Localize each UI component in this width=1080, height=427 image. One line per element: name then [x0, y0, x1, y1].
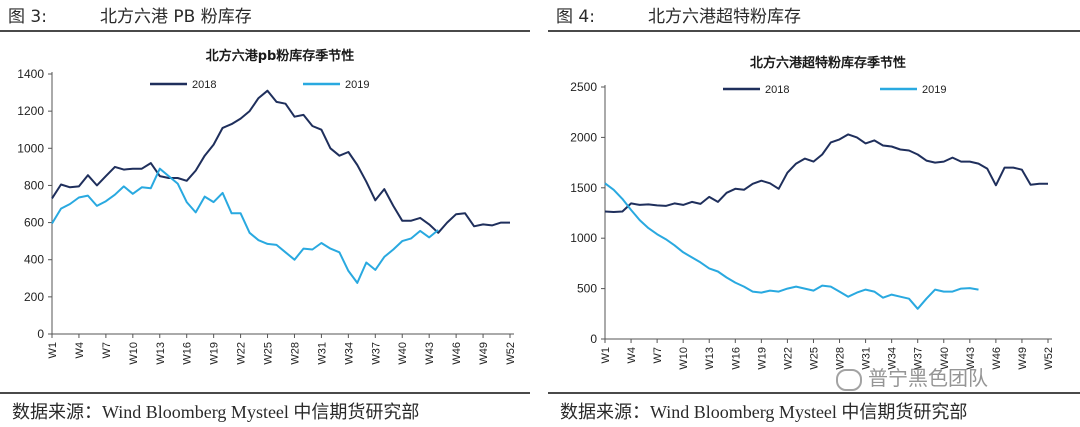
- x-tick-label: W10: [128, 342, 140, 365]
- series-line-2019: [51, 167, 439, 284]
- x-tick-label: W34: [887, 347, 899, 370]
- x-tick-label: W49: [1017, 347, 1029, 370]
- x-tick-label: W13: [155, 342, 167, 365]
- x-tick-label: W28: [289, 342, 301, 365]
- y-tick-label: 2000: [570, 130, 597, 144]
- legend-label-2018: 2018: [192, 79, 216, 91]
- watermark: 普宁黑色团队: [836, 362, 988, 391]
- figure-4-caption: 北方六港超特粉库存: [648, 7, 801, 27]
- figure-3-bottom-rule: [0, 392, 530, 394]
- x-tick-label: W40: [397, 342, 409, 365]
- y-tick-label: 1400: [17, 67, 44, 81]
- pb-inventory-chart: 北方六港pb粉库存季节性 0 200 400 600 800 1000 1200 1400 W1 W…: [17, 48, 517, 365]
- x-tick-label: W46: [991, 347, 1003, 370]
- figure-3-caption: 北方六港 PB 粉库存: [100, 7, 252, 27]
- chart-title: 北方六港超特粉库存季节性: [750, 55, 906, 71]
- wechat-icon: [836, 368, 862, 391]
- x-tick-label: W31: [861, 347, 873, 370]
- y-tick-label: 500: [577, 282, 597, 296]
- y-tick-label: 2500: [570, 80, 597, 94]
- legend-label-2019: 2019: [922, 84, 946, 96]
- x-tick-label: W28: [835, 347, 847, 370]
- figure-4-source: 数据来源：Wind Bloomberg Mysteel 中信期货研究部: [560, 402, 968, 422]
- x-tick-label: W46: [451, 342, 463, 365]
- x-tick-label: W40: [939, 347, 951, 370]
- x-tick-label: W4: [74, 342, 86, 359]
- figure-3-title: 图 3: 北方六港 PB 粉库存: [8, 2, 252, 27]
- x-tick-label: W43: [424, 342, 436, 365]
- x-tick-label: W22: [236, 342, 248, 365]
- x-tick-label: W49: [478, 342, 490, 365]
- watermark-text: 普宁黑色团队: [868, 366, 988, 390]
- y-tick-label: 1500: [570, 181, 597, 195]
- x-tick-label: W25: [263, 342, 275, 365]
- figure-4-title: 图 4: 北方六港超特粉库存: [556, 2, 801, 27]
- legend-label-2018: 2018: [765, 84, 789, 96]
- x-tick-label: W19: [209, 342, 221, 365]
- y-tick-label: 600: [24, 216, 44, 230]
- series-line-2018: [604, 133, 1048, 213]
- figure-3-panel: 图 3: 北方六港 PB 粉库存 北方六港pb粉库存季节性 0 200 400 600 80…: [0, 0, 530, 427]
- y-tick-label: 200: [24, 290, 44, 304]
- x-tick-label: W16: [182, 342, 194, 365]
- figure-3-source: 数据来源：Wind Bloomberg Mysteel 中信期货研究部: [12, 402, 420, 422]
- x-tick-label: W25: [808, 347, 820, 370]
- x-tick-label: W1: [47, 342, 59, 359]
- x-tick-label: W19: [756, 347, 768, 370]
- y-tick-label: 0: [590, 332, 597, 346]
- super-special-inventory-chart: 北方六港超特粉库存季节性 0 500 1000 1500 2000 2500 W1 W4 W7 W1…: [570, 55, 1055, 370]
- x-tick-label: W52: [505, 342, 517, 365]
- x-tick-label: W52: [1043, 347, 1055, 370]
- x-tick-label: W16: [730, 347, 742, 370]
- y-tick-label: 0: [37, 327, 44, 341]
- y-tick-label: 800: [24, 178, 44, 192]
- y-tick-label: 1000: [570, 231, 597, 245]
- x-tick-label: W37: [913, 347, 925, 370]
- figure-3-label: 图 3:: [8, 7, 47, 27]
- figure-4-top-rule: [548, 30, 1080, 32]
- figure-4-label: 图 4:: [556, 7, 595, 27]
- x-tick-label: W13: [704, 347, 716, 370]
- series-line-2019: [604, 182, 979, 310]
- series-line-2018: [51, 89, 510, 234]
- x-tick-label: W7: [101, 342, 113, 359]
- x-tick-label: W31: [316, 342, 328, 365]
- figure-4-bottom-rule: [548, 392, 1080, 394]
- legend-label-2019: 2019: [345, 79, 369, 91]
- x-tick-label: W4: [626, 347, 638, 364]
- x-tick-label: W34: [343, 342, 355, 365]
- figure-3-top-rule: [0, 30, 530, 32]
- x-tick-label: W7: [652, 347, 664, 364]
- y-tick-label: 1200: [17, 104, 44, 118]
- y-tick-label: 1000: [17, 141, 44, 155]
- y-tick-label: 400: [24, 253, 44, 267]
- x-tick-label: W1: [600, 347, 612, 364]
- x-tick-label: W22: [782, 347, 794, 370]
- x-tick-label: W10: [678, 347, 690, 370]
- figure-4-panel: 图 4: 北方六港超特粉库存 北方六港超特粉库存季节性 0 500 1000 1500 20…: [548, 0, 1080, 427]
- x-tick-label: W43: [965, 347, 977, 370]
- x-tick-label: W37: [370, 342, 382, 365]
- chart-title: 北方六港pb粉库存季节性: [206, 48, 355, 64]
